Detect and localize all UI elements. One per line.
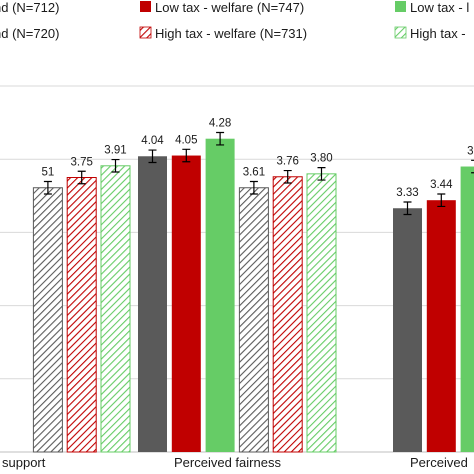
bar xyxy=(460,166,474,452)
category-label-0: support xyxy=(2,455,46,470)
error-bar xyxy=(216,131,225,146)
bar xyxy=(171,155,201,453)
category-label-2: Perceived xyxy=(410,455,468,470)
error-bar xyxy=(317,167,326,181)
bar xyxy=(272,176,303,453)
bar xyxy=(32,187,63,453)
value-label: 3.76 xyxy=(277,156,299,168)
bar xyxy=(100,165,131,453)
value-label: 4.04 xyxy=(141,135,164,147)
error-bar xyxy=(182,148,191,163)
legend-swatch-1 xyxy=(140,1,151,12)
value-label: 3.61 xyxy=(243,167,265,179)
legend: nd (N=712) Low tax - welfare (N=747) Low… xyxy=(0,0,469,41)
legend-swatch-5 xyxy=(394,26,407,39)
value-label: 51 xyxy=(42,167,55,179)
legend-label-2: Low tax - l xyxy=(410,0,469,15)
error-bar xyxy=(43,180,52,195)
value-label: 4.05 xyxy=(175,134,197,146)
error-bar xyxy=(471,159,474,174)
value-label: 4.28 xyxy=(209,117,231,129)
value-label: 3.44 xyxy=(430,179,453,191)
value-label: 3.75 xyxy=(71,156,93,168)
category-label-1: Perceived fairness xyxy=(174,455,281,470)
legend-label-1: Low tax - welfare (N=747) xyxy=(155,0,304,15)
bars: 4.04 3.33 4.05 3.44 4.28 3.1 51 3.61 3.75 3.76 3.9… xyxy=(32,117,474,453)
value-label: 3.80 xyxy=(310,153,332,165)
bar xyxy=(306,173,337,453)
value-label: 3.33 xyxy=(396,187,418,199)
value-label: 3.91 xyxy=(104,145,126,157)
error-bar xyxy=(437,193,446,208)
category-labels: support Perceived fairness Perceived xyxy=(2,455,468,470)
legend-label-4: High tax - welfare (N=731) xyxy=(155,26,307,41)
bar xyxy=(205,138,235,453)
bar xyxy=(426,200,456,452)
legend-label-3: nd (N=720) xyxy=(0,26,59,41)
error-bar xyxy=(111,158,120,173)
bar xyxy=(238,187,269,453)
error-bar xyxy=(283,169,292,184)
bar xyxy=(66,177,97,453)
value-label: 3.1 xyxy=(467,145,474,157)
legend-swatch-4 xyxy=(139,26,152,39)
bar xyxy=(393,208,422,452)
error-bar xyxy=(249,180,258,195)
error-bar xyxy=(148,149,157,164)
legend-swatch-2 xyxy=(395,1,406,12)
bar xyxy=(138,156,167,452)
error-bar xyxy=(77,170,86,185)
legend-label-0: nd (N=712) xyxy=(0,0,59,15)
error-bar xyxy=(403,201,412,216)
legend-label-5: High tax - xyxy=(410,26,466,41)
